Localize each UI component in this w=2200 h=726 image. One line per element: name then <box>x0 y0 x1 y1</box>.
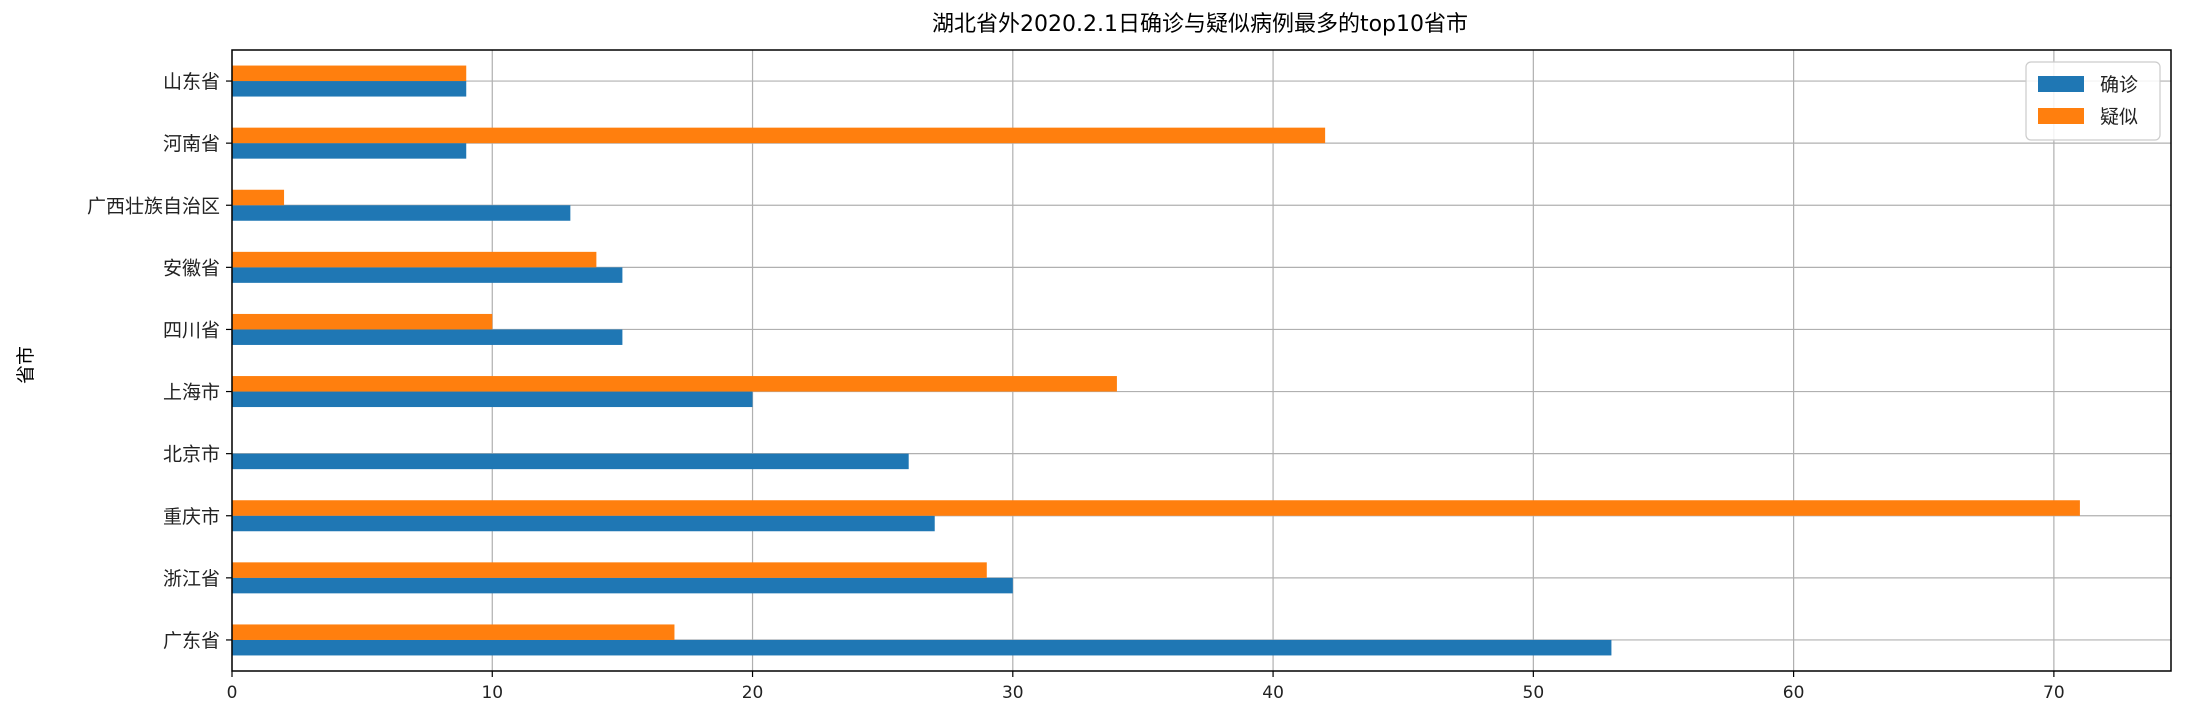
bar-suspected <box>232 500 2080 516</box>
bar-suspected <box>232 376 1117 392</box>
legend-label: 确诊 <box>2100 74 2138 96</box>
bar-confirmed <box>232 81 467 97</box>
bar-suspected <box>232 562 987 578</box>
bar-suspected <box>232 65 467 82</box>
bar-confirmed <box>232 391 753 408</box>
bar-confirmed <box>232 143 467 159</box>
bar-suspected <box>232 189 285 206</box>
y-tick-label: 四川省 <box>163 319 220 341</box>
y-tick-label: 上海市 <box>163 382 220 404</box>
bar-confirmed <box>232 205 571 221</box>
x-tick-label: 50 <box>1523 683 1545 703</box>
x-tick-label: 30 <box>1002 683 1024 703</box>
legend-swatch <box>2038 108 2084 124</box>
y-tick-label: 浙江省 <box>163 568 220 590</box>
y-tick-label: 山东省 <box>163 71 220 93</box>
y-tick-label: 广西壮族自治区 <box>87 195 220 217</box>
y-tick-label: 重庆市 <box>163 506 220 528</box>
x-tick-label: 10 <box>481 683 503 703</box>
bar-suspected <box>232 313 493 330</box>
bar-confirmed <box>232 267 623 283</box>
bar-suspected <box>232 251 597 268</box>
y-tick-label: 河南省 <box>163 133 220 155</box>
x-tick-label: 20 <box>742 683 764 703</box>
y-tick-label: 广东省 <box>163 630 220 652</box>
legend-box <box>2025 61 2161 141</box>
bars <box>232 65 2080 656</box>
y-tick-label: 安徽省 <box>163 257 220 279</box>
bar-confirmed <box>232 577 1013 594</box>
bar-confirmed <box>232 515 935 532</box>
bar-suspected <box>232 624 675 640</box>
x-tick-label: 60 <box>1783 683 1805 703</box>
bar-confirmed <box>232 453 909 470</box>
y-tick-label: 北京市 <box>163 444 220 466</box>
bar-confirmed <box>232 329 623 345</box>
plot-frame <box>231 49 2172 672</box>
y-axis-label: 省市 <box>15 346 37 384</box>
chart-title: 湖北省外2020.2.1日确诊与疑似病例最多的top10省市 <box>932 12 1468 37</box>
x-tick-label: 70 <box>2043 683 2065 703</box>
legend-label: 疑似 <box>2100 106 2138 128</box>
bar-suspected <box>232 127 1326 144</box>
x-tick-label: 40 <box>1262 683 1284 703</box>
x-tick-label: 0 <box>227 683 238 703</box>
bar-confirmed <box>232 639 1612 656</box>
x-axis: 0 10 20 30 40 50 60 70 <box>227 671 2065 703</box>
legend-swatch <box>2038 76 2084 92</box>
